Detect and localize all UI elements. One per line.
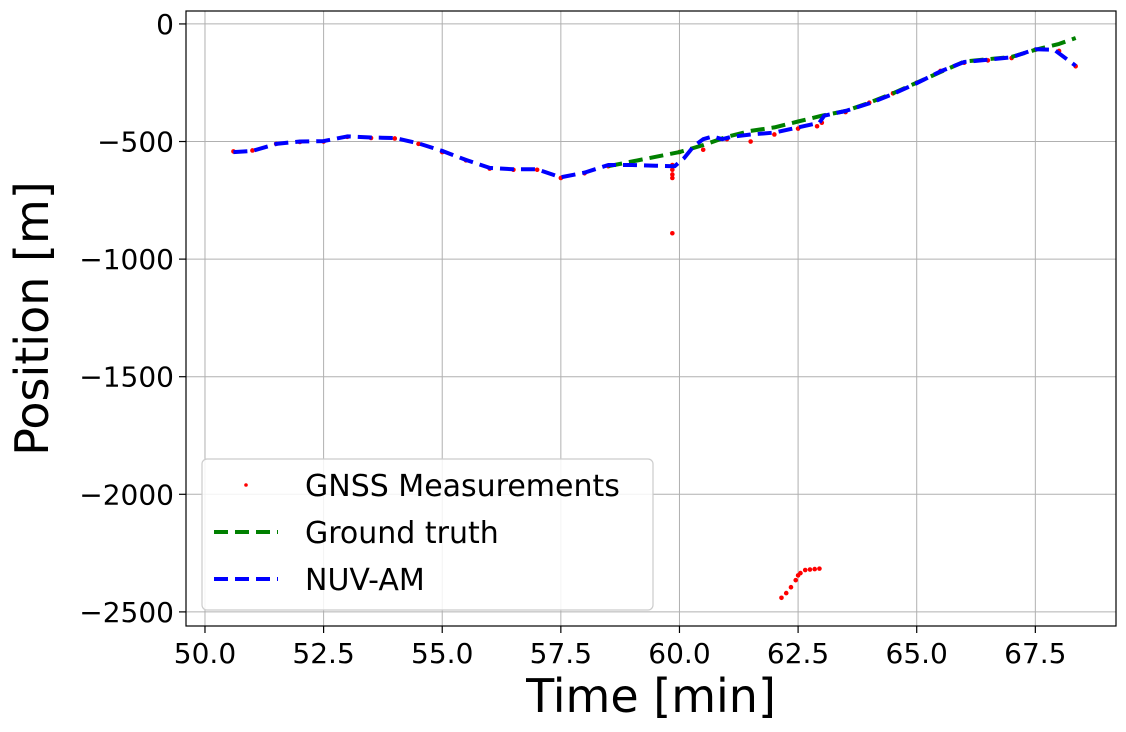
data-point-gnss-measurements [814,123,820,129]
data-point-gnss-measurements [700,147,706,153]
x-tick-label: 65.0 [886,637,948,670]
ticks: 50.0 52.5 55.0 57.5 60.0 62.5 65.0 67.5 0 −500 −10… [79,8,1066,670]
data-point-gnss-measurements [779,595,784,601]
data-point-gnss-measurements [783,590,789,596]
data-point-gnss-measurements [793,577,799,583]
x-tick-label: 55.0 [411,637,473,670]
y-tick-label: −2000 [79,478,174,511]
data-point-gnss-measurements [392,136,398,141]
x-tick-label: 60.0 [648,637,710,670]
legend-label-gnss: GNSS Measurements [305,469,620,504]
data-point-gnss-measurements [798,570,803,576]
data-point-gnss-measurements [670,175,675,181]
legend-label-nuv-am: NUV-AM [305,563,425,598]
y-tick-label: −2500 [79,596,174,629]
data-point-gnss-measurements [788,584,794,590]
plot-frame [185,10,1117,627]
y-tick-label: −1500 [79,361,174,394]
y-tick-label: −1000 [79,243,174,276]
y-tick-label: 0 [156,8,174,41]
x-tick-label: 52.5 [292,637,354,670]
data-point-gnss-measurements [670,172,675,177]
legend-box [201,458,654,611]
legend: GNSS Measurements Ground truth NUV-AM [201,458,654,611]
data-point-gnss-measurements [250,148,255,153]
data-point-gnss-measurements [748,139,753,144]
x-tick-label: 57.5 [530,637,592,670]
data-point-gnss-measurements [772,132,777,137]
legend-marker-gnss [244,483,248,487]
data-point-gnss-measurements [416,141,421,147]
series-layer [231,36,1078,601]
legend-label-ground-truth: Ground truth [305,516,499,551]
x-tick-label: 67.5 [1004,637,1066,670]
data-point-gnss-measurements [670,167,675,173]
x-tick-label: 62.5 [767,637,829,670]
x-axis-label: Time [min] [525,669,776,723]
data-point-gnss-measurements [670,230,675,236]
y-tick-label: −500 [97,126,174,159]
data-point-gnss-measurements [812,566,817,572]
data-point-gnss-measurements [807,567,813,572]
data-point-gnss-measurements [802,567,808,573]
y-axis-label: Position [m] [5,181,59,455]
data-point-gnss-measurements [534,167,540,173]
series-line-nuv-am [233,47,1077,180]
data-point-gnss-measurements [817,566,822,571]
x-tick-label: 50.0 [174,637,236,670]
